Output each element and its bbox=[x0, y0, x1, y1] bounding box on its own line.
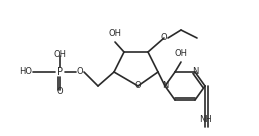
Text: NH: NH bbox=[199, 115, 211, 123]
Text: N: N bbox=[192, 67, 198, 76]
Text: OH: OH bbox=[54, 50, 67, 59]
Text: HO: HO bbox=[19, 67, 32, 76]
Text: OH: OH bbox=[175, 50, 188, 58]
Text: O: O bbox=[135, 81, 141, 90]
Text: O: O bbox=[77, 67, 83, 76]
Text: P: P bbox=[57, 67, 63, 77]
Text: N: N bbox=[162, 81, 168, 90]
Text: O: O bbox=[161, 33, 167, 42]
Text: OH: OH bbox=[109, 30, 121, 38]
Text: O: O bbox=[57, 87, 63, 96]
